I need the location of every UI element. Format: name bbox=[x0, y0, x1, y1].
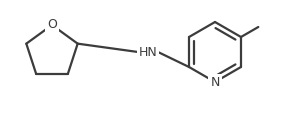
Text: HN: HN bbox=[139, 46, 157, 59]
Text: N: N bbox=[210, 76, 220, 88]
Text: O: O bbox=[47, 19, 57, 32]
